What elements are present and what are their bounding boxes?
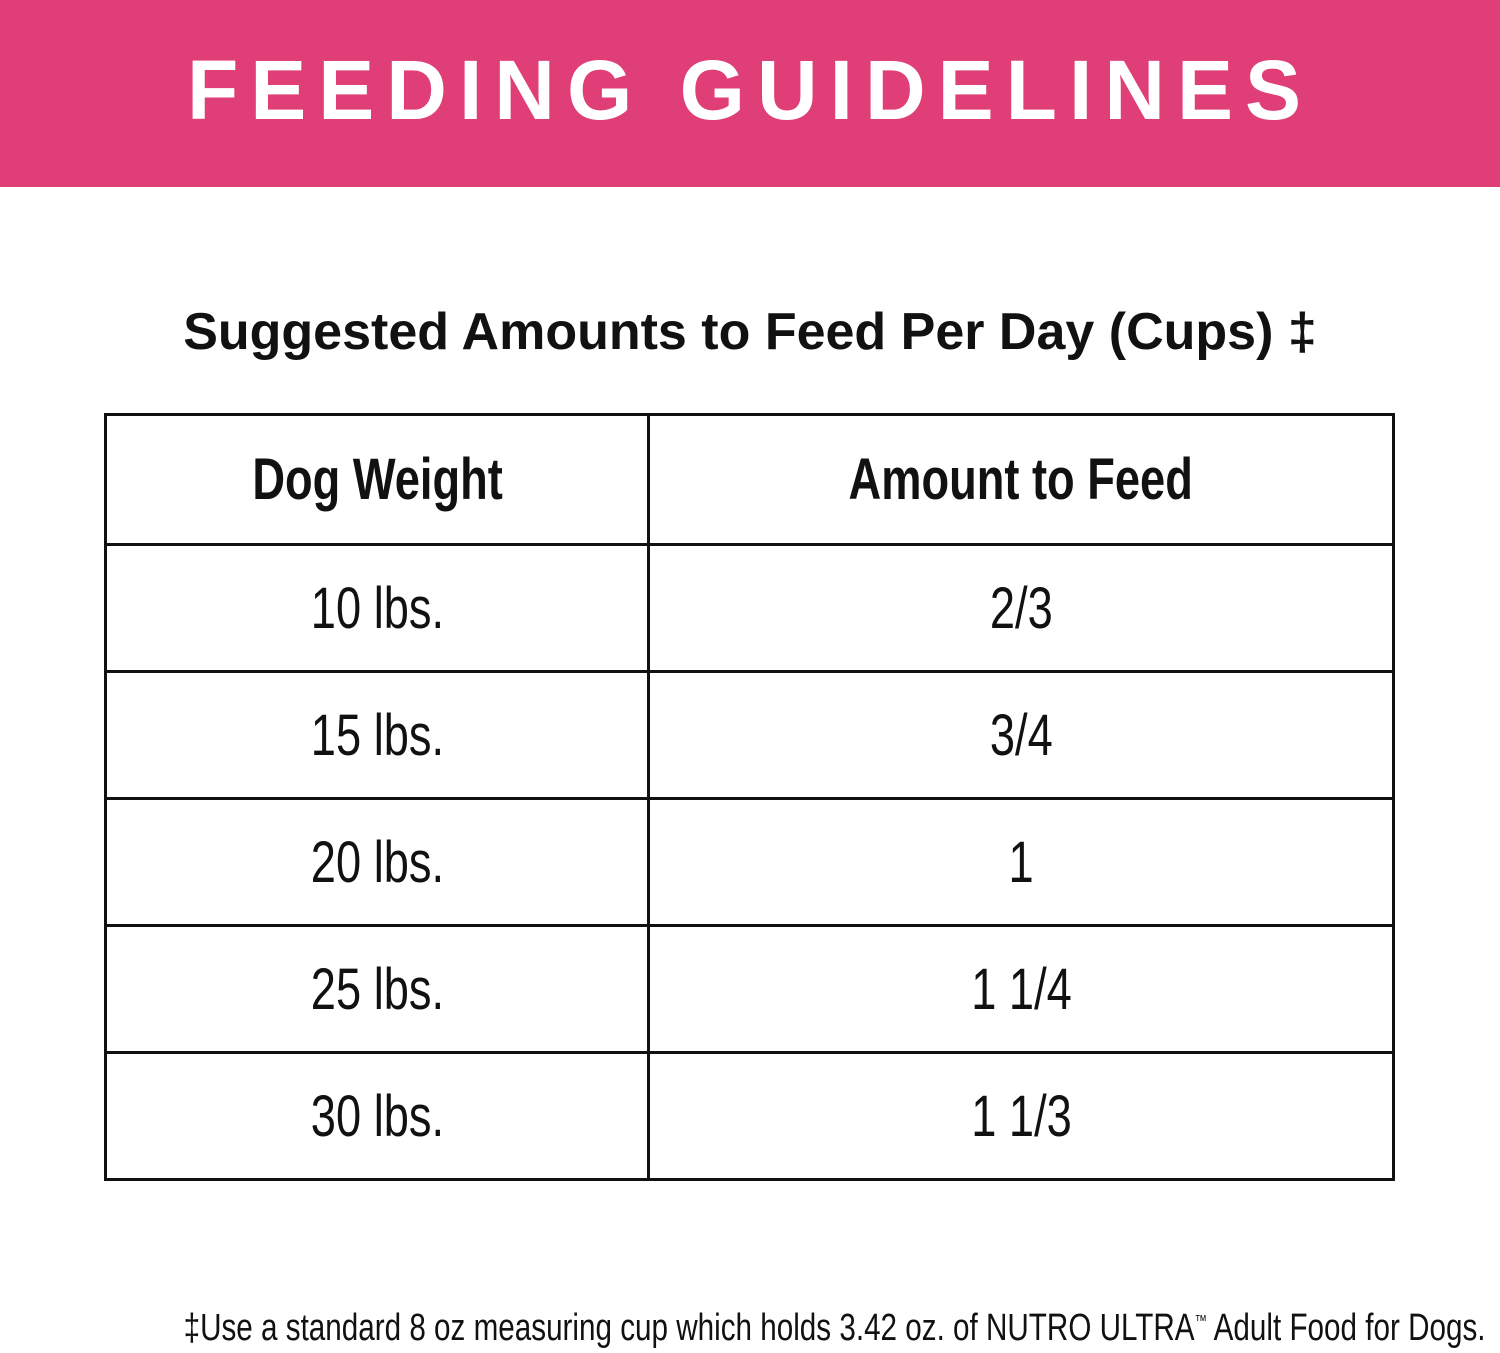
footnote-text: ‡Use a standard 8 oz measuring cup which… [184,1298,1486,1352]
header-row: Dog Weight Amount to Feed [103,413,1395,546]
trademark: ™ [1194,1313,1208,1330]
table-row: 25 lbs. 1 1/4 [103,924,1395,1054]
cell-text: 1 [1008,829,1034,895]
table-row: 20 lbs. 1 [103,797,1395,927]
column-header: Dog Weight [103,413,651,546]
table-cell: 1 1/3 [647,1051,1395,1181]
table-cell: 25 lbs. [103,924,651,1054]
table-cell: 3/4 [647,670,1395,800]
feeding-table: Dog Weight Amount to Feed 10 lbs. 2/3 15 l… [103,413,1395,1181]
table-cell: 15 lbs. [103,670,651,800]
table-row: 30 lbs. 1 1/3 [103,1051,1395,1181]
column-header: Amount to Feed [647,413,1395,546]
cell-text: 10 lbs. [310,575,444,641]
table-cell: 20 lbs. [103,797,651,927]
table-cell: 10 lbs. [103,543,651,673]
table-cell: 30 lbs. [103,1051,651,1181]
cell-text: 1 1/3 [970,1083,1072,1149]
column-header-text: Dog Weight [251,447,503,512]
cell-text: 30 lbs. [310,1083,444,1149]
cell-text: 2/3 [989,575,1053,641]
table-body: 10 lbs. 2/3 15 lbs. 3/4 20 lbs. 1 25 lbs. 1 1/4… [103,543,1395,1181]
table-cell: 2/3 [647,543,1395,673]
cell-text: 1 1/4 [970,956,1072,1022]
cell-text: 25 lbs. [310,956,444,1022]
footnote: ‡Use a standard 8 oz measuring cup which… [0,1298,1486,1352]
column-header-text: Amount to Feed [848,447,1194,512]
table-row: 10 lbs. 2/3 [103,543,1395,673]
cell-text: 15 lbs. [310,702,444,768]
subtitle: Suggested Amounts to Feed Per Day (Cups)… [183,303,1317,361]
footnote-rest: Adult Food for Dogs. [1207,1307,1486,1349]
table-row: 15 lbs. 3/4 [103,670,1395,800]
cell-text: 20 lbs. [310,829,444,895]
title: FEEDING GUIDELINES [186,43,1314,137]
table-cell: 1 1/4 [647,924,1395,1054]
cell-text: 3/4 [989,702,1053,768]
footnote-main: ‡Use a standard 8 oz measuring cup which… [183,1307,1195,1349]
header-band [0,0,1500,187]
table-cell: 1 [647,797,1395,927]
